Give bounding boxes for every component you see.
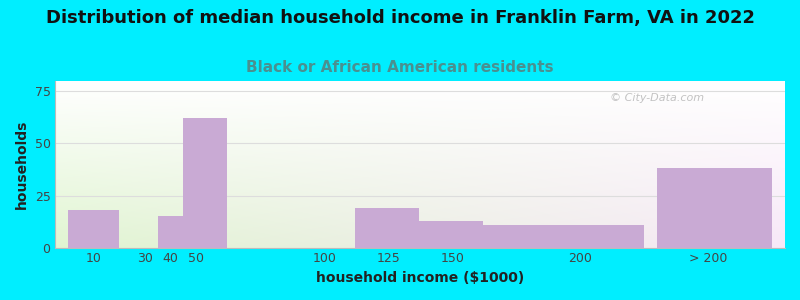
Text: Distribution of median household income in Franklin Farm, VA in 2022: Distribution of median household income … [46, 9, 754, 27]
X-axis label: household income ($1000): household income ($1000) [316, 271, 524, 285]
Text: © City-Data.com: © City-Data.com [610, 93, 704, 103]
Bar [419, 220, 483, 248]
Bar [657, 169, 772, 248]
Bar [483, 225, 644, 247]
Bar [68, 210, 119, 248]
Y-axis label: households: households [15, 120, 29, 209]
Bar [183, 118, 227, 247]
Bar [158, 216, 183, 247]
Text: Black or African American residents: Black or African American residents [246, 60, 554, 75]
Bar [355, 208, 419, 247]
